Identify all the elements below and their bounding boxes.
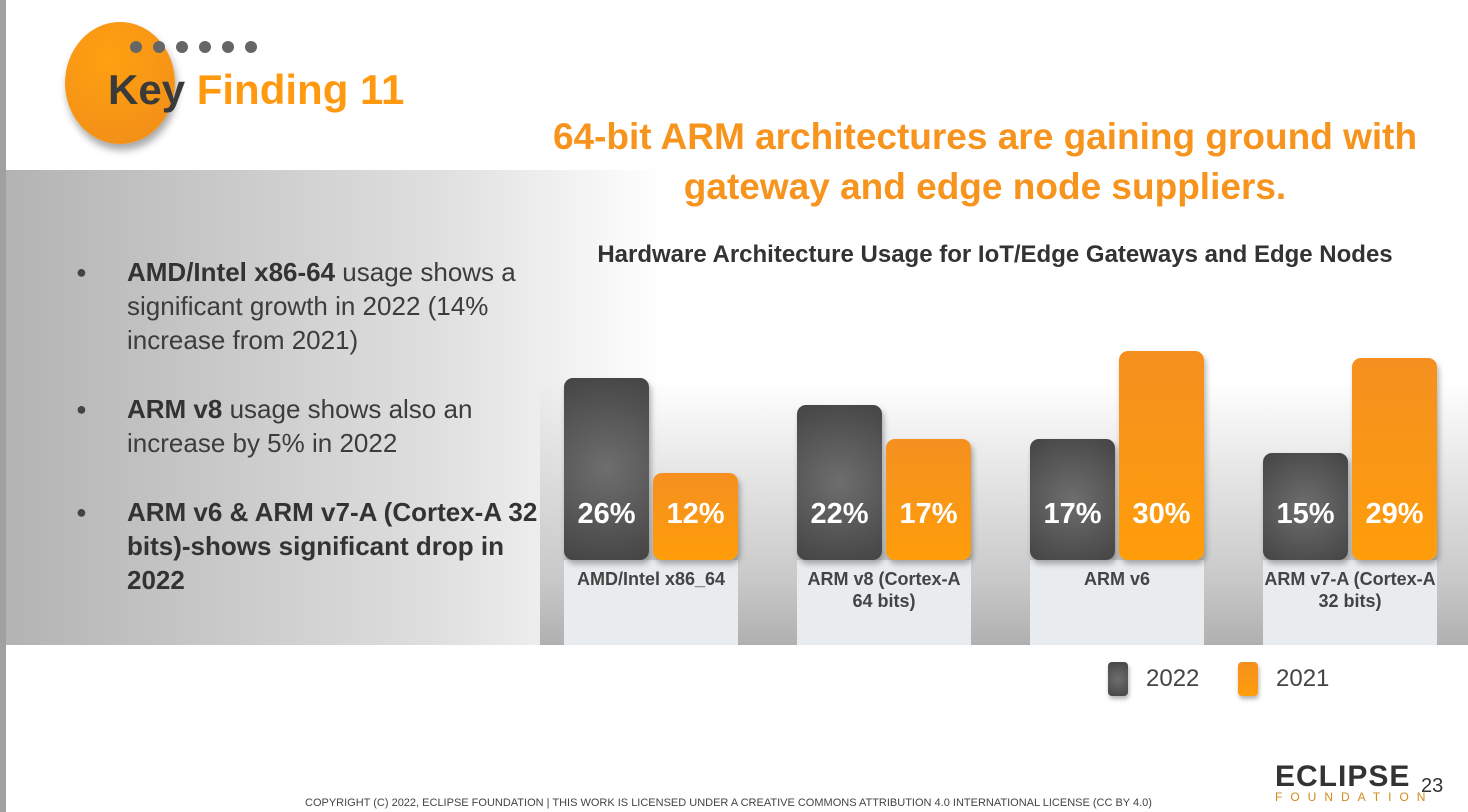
slide-title: Key Finding 11 (108, 66, 405, 113)
bar-2021 (1119, 351, 1204, 560)
copyright: COPYRIGHT (C) 2022, ECLIPSE FOUNDATION |… (305, 797, 1152, 809)
category-label: ARM v8 (Cortex-A 64 bits) (797, 560, 971, 645)
data-label: 17% (899, 498, 958, 530)
legend-swatch (1108, 662, 1128, 696)
bar-2022 (1030, 439, 1115, 560)
legend-swatch (1238, 662, 1258, 696)
data-label: 29% (1365, 498, 1424, 530)
data-label: 15% (1276, 498, 1335, 530)
bullet-item: AMD/Intel x86-64 usage shows a significa… (72, 255, 542, 357)
bullet-item: ARM v6 & ARM v7-A (Cortex-A 32 bits)-sho… (72, 495, 542, 597)
legend-2021: 2021 (1238, 662, 1329, 696)
chart-title: Hardware Architecture Usage for IoT/Edge… (597, 241, 1393, 268)
eclipse-logo: ECLIPSE FOUNDATION (1275, 760, 1434, 804)
data-label: 30% (1132, 498, 1191, 530)
left-edge (0, 0, 6, 812)
bar-2022 (1263, 453, 1348, 560)
data-label: 17% (1043, 498, 1102, 530)
bullet-item: ARM v8 usage shows also an increase by 5… (72, 392, 542, 460)
data-label: 22% (810, 498, 869, 530)
legend-2022: 2022 (1108, 662, 1199, 696)
bar-2021 (886, 439, 971, 560)
bar-2022 (797, 405, 882, 560)
bar-2022 (564, 378, 649, 560)
page-number: 23 (1421, 775, 1444, 797)
headline: 64-bit ARM architectures are gaining gro… (552, 116, 1418, 207)
category-label: ARM v7-A (Cortex-A 32 bits) (1263, 560, 1437, 645)
category-label: AMD/Intel x86_64 (564, 560, 738, 645)
data-label: 26% (577, 498, 636, 530)
bar-2021 (1352, 357, 1437, 560)
bullet-list: AMD/Intel x86-64 usage shows a significa… (72, 255, 542, 632)
bar-2021 (653, 473, 738, 560)
category-label: ARM v6 (1030, 560, 1204, 645)
data-label: 12% (666, 498, 725, 530)
decorative-dots (130, 41, 257, 53)
